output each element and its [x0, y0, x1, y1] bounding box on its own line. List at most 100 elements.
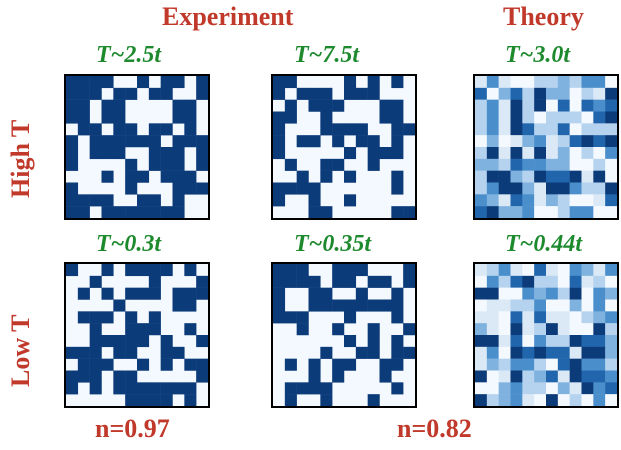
lattice-site [344, 275, 357, 288]
lattice-site [77, 370, 90, 383]
lattice-site [125, 87, 138, 100]
lattice-site [546, 358, 559, 371]
lattice-site [355, 287, 368, 300]
lattice-site [66, 346, 79, 359]
lattice-site [125, 394, 138, 406]
lattice-site [89, 275, 102, 288]
lattice-site [522, 394, 535, 406]
lattice-site [546, 170, 559, 183]
lattice-site [605, 99, 617, 112]
lattice-site [148, 87, 161, 100]
lattice-site [77, 76, 90, 89]
lattice-site [581, 99, 594, 112]
lattice-site [160, 394, 173, 406]
lattice-site [557, 111, 570, 124]
lattice-site [593, 76, 606, 89]
lattice-site [546, 264, 559, 277]
lattice-site [522, 311, 535, 324]
temp-label-exp-low-2: T~0.35t [294, 231, 372, 257]
lattice-site [593, 135, 606, 148]
lattice-site [148, 287, 161, 300]
lattice-site [403, 123, 415, 136]
lattice-site [486, 206, 499, 218]
lattice-site [510, 87, 523, 100]
lattice-site [486, 87, 499, 100]
lattice-site [172, 346, 185, 359]
lattice-site [320, 170, 333, 183]
lattice-site [581, 147, 594, 160]
lattice-site [308, 206, 321, 218]
lattice-site [569, 170, 582, 183]
lattice-site [510, 147, 523, 160]
lattice-site [557, 158, 570, 171]
lattice-site [113, 370, 126, 383]
lattice-site [557, 264, 570, 277]
lattice-site [148, 394, 161, 406]
lattice-site [546, 135, 559, 148]
lattice-site [273, 264, 286, 277]
lattice-site [137, 170, 150, 183]
lattice-site [66, 382, 79, 395]
lattice-site [113, 99, 126, 112]
lattice-site [320, 87, 333, 100]
lattice-site [522, 76, 535, 89]
lattice-site [148, 264, 161, 277]
lattice-site [581, 275, 594, 288]
lattice-site [546, 299, 559, 312]
lattice-site [569, 135, 582, 148]
lattice-site [391, 206, 404, 218]
lattice-site [273, 182, 286, 195]
lattice-site [534, 346, 547, 359]
lattice-site [160, 264, 173, 277]
lattice-site [475, 206, 488, 218]
lattice-site [593, 275, 606, 288]
lattice-site [522, 111, 535, 124]
lattice-site [101, 264, 114, 277]
lattice-site [605, 394, 617, 406]
lattice-site [160, 123, 173, 136]
lattice-site [196, 158, 208, 171]
lattice-site [534, 206, 547, 218]
lattice-site [605, 76, 617, 89]
lattice-site [581, 287, 594, 300]
lattice-site [498, 147, 511, 160]
lattice-site [184, 135, 197, 148]
panel-theory-high [473, 74, 619, 220]
lattice-site [391, 170, 404, 183]
lattice-site [498, 358, 511, 371]
lattice-site [344, 76, 357, 89]
lattice-site [475, 346, 488, 359]
lattice-site [486, 335, 499, 348]
lattice-site [66, 87, 79, 100]
lattice-site [498, 206, 511, 218]
lattice-site [557, 382, 570, 395]
lattice-site [475, 111, 488, 124]
lattice-site [522, 87, 535, 100]
lattice-site [284, 99, 297, 112]
lattice-site [581, 299, 594, 312]
lattice-site [148, 123, 161, 136]
lattice-site [522, 370, 535, 383]
lattice-site [160, 170, 173, 183]
lattice-site [557, 346, 570, 359]
lattice-site [160, 147, 173, 160]
lattice-site [534, 394, 547, 406]
lattice-site [534, 111, 547, 124]
lattice-site [391, 382, 404, 395]
lattice-site [172, 182, 185, 195]
lattice-site [605, 346, 617, 359]
lattice-site [66, 147, 79, 160]
lattice-site [137, 394, 150, 406]
lattice-site [475, 287, 488, 300]
lattice-site [557, 275, 570, 288]
lattice-site [308, 194, 321, 207]
lattice-site [137, 287, 150, 300]
lattice-site [379, 111, 392, 124]
lattice-site [546, 182, 559, 195]
lattice-site [486, 147, 499, 160]
lattice-site [534, 123, 547, 136]
lattice-site [113, 123, 126, 136]
lattice-site [522, 99, 535, 112]
lattice-site [522, 182, 535, 195]
lattice-site [510, 264, 523, 277]
